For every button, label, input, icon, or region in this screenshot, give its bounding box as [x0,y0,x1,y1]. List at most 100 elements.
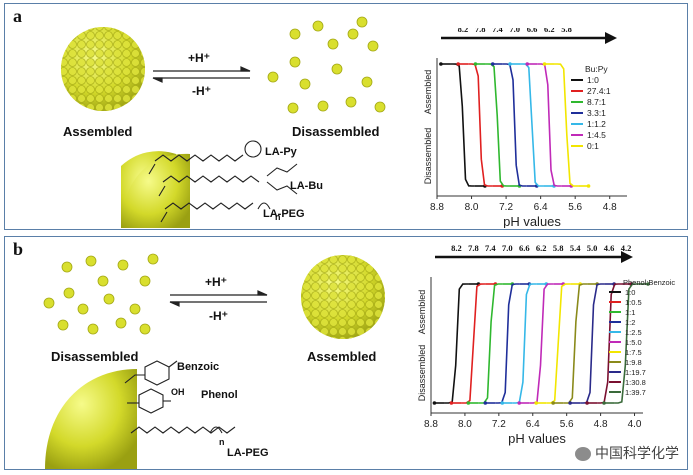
ph-arrow-label: 6.2 [544,28,555,34]
series-point [466,401,471,405]
x-tick-label: 8.8 [424,419,438,430]
ligand-label-py: LA-Py [265,146,297,158]
series-line [563,283,588,404]
series-line [554,63,579,187]
legend-entry: 1:39.7 [625,388,646,397]
ph-arrow-label: 7.0 [502,243,513,253]
assembled-label: Assembled [63,124,133,139]
x-tick-label: 5.6 [560,419,574,430]
series-line [444,283,469,404]
x-tick-label: 6.4 [534,202,548,213]
legend-entry: 1:4.5 [587,130,606,140]
ph-arrow-label: 7.8 [475,28,486,34]
panel-label: b [13,239,24,259]
disassembled-label: Disassembled [51,349,139,364]
x-tick-label: 8.8 [430,202,444,213]
ph-arrow-label: 6.2 [536,243,547,253]
series-point [517,401,522,405]
series-line [502,63,527,187]
series-point [586,184,591,188]
series-point [439,62,443,66]
ph-arrow-label: 5.8 [553,243,564,253]
y-label-disassembled: Disassembled [417,345,427,402]
x-tick-label: 4.8 [603,202,617,213]
series-point [534,401,538,405]
series-line [597,283,622,404]
hydroxyl-label: OH [171,387,185,397]
y-label-disassembled: Disassembled [423,128,433,185]
ph-arrow-head [621,251,633,263]
equilibrium-arrows [169,290,268,307]
series-line [450,63,475,187]
panel-a: a [4,3,688,230]
ligand-label-bu: LA-Bu [290,180,323,192]
x-tick-label: 7.2 [499,202,513,213]
series-point [525,62,530,66]
legend-title: Bu:Py [585,64,608,74]
legend-entry: 1:19.7 [625,368,646,377]
series-line [485,63,510,187]
series-line [580,283,605,404]
series-point [646,282,650,286]
ph-arrow-label: 7.4 [492,28,503,34]
x-tick-label: 7.2 [492,419,506,430]
series-line [537,63,562,187]
particle-surface [45,369,137,469]
legend-entry: 0:1 [587,141,599,151]
ligand-chains [148,140,298,223]
equilibrium-arrows [152,66,251,83]
series-point [456,62,460,66]
y-label-assembled: Assembled [423,70,433,115]
ph-arrow-label: 5.4 [570,243,581,253]
series-line [495,283,520,404]
particle-surface [121,153,190,228]
panel-a-illustration [61,16,386,228]
chart-a: 8.2 7.8 7.4 7.0 6.6 6.2 5.8 8.8 8.0 7.2 6.4 5.6 4.8 p… [423,28,627,228]
legend-entry: 1:0 [625,288,635,297]
watermark-text: 中国科学化学 [595,445,679,461]
legend-entry: 3.3:1 [587,108,606,118]
assembled-nanoparticle-cluster [61,27,145,111]
ph-arrow-label: 4.6 [604,243,615,253]
x-tick-label: 8.0 [465,202,479,213]
series-point [585,401,589,405]
peg-repeat-n: n [275,212,281,222]
x-tick-label: 4.8 [594,419,608,430]
x-tick-label: 5.6 [568,202,582,213]
panel-label: a [13,6,22,26]
series-line [614,283,639,404]
assembled-nanoparticle-cluster [301,255,385,339]
series-line [478,283,503,404]
series-point [508,62,512,66]
legend-entry: 1:1 [625,308,635,317]
ph-arrow-label: 6.6 [527,28,538,34]
series-point [449,401,454,405]
watermark: 中国科学化学 [575,443,679,463]
x-axis-label: pH values [503,214,561,228]
ph-arrow-label: 5.0 [587,243,598,253]
series-line [520,63,544,187]
reverse-reaction-label: -H⁺ [192,84,211,98]
series-point [602,401,606,405]
series-point [542,62,547,66]
series-line [468,63,493,187]
series-line [529,283,554,404]
ligand-label-peg: LA-PEG [263,208,305,220]
ligand-label-benzoic: Benzoic [177,361,220,373]
series-point [473,62,478,66]
ph-arrow-label: 7.0 [509,28,520,34]
series-line [512,283,537,404]
ligand-label-peg: LA-PEG [227,447,269,459]
series-line [461,283,486,404]
legend-entry: 1:7.5 [625,348,642,357]
forward-reaction-label: +H⁺ [188,51,211,65]
reverse-reaction-label: -H⁺ [209,309,228,323]
forward-reaction-label: +H⁺ [205,275,228,289]
legend-entry: 1:2.5 [625,328,642,337]
disassembled-nanoparticles [43,253,159,335]
panel-b: b [4,236,688,470]
y-label-assembled: Assembled [417,290,427,335]
series-point [483,401,488,405]
ph-arrow-label: 8.2 [451,243,462,253]
series-point [490,62,495,66]
